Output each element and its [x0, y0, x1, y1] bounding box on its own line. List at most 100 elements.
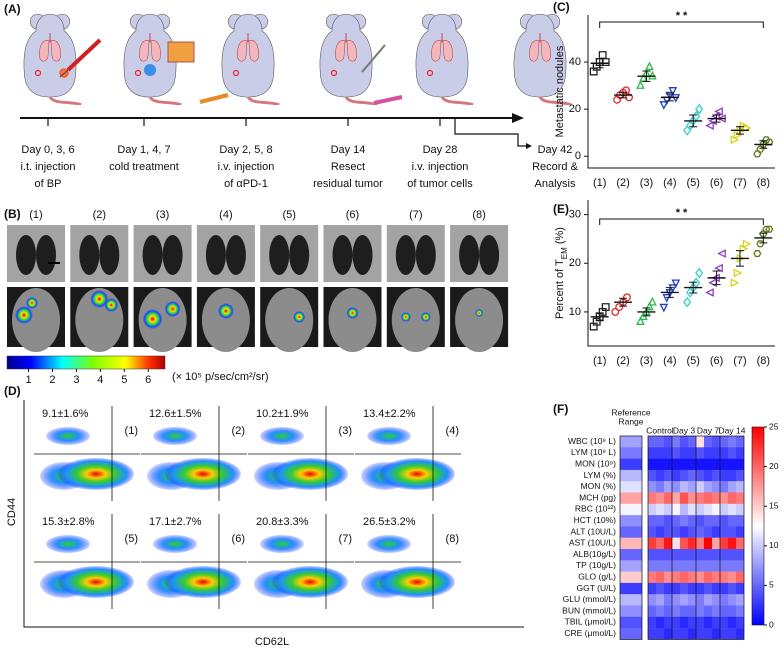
- heat-cell: [736, 526, 744, 538]
- data-point: [714, 107, 723, 116]
- panel-label: (C): [553, 0, 570, 14]
- heat-cell: [672, 594, 680, 606]
- tumor: [34, 69, 42, 77]
- density-upper: [153, 427, 197, 445]
- heat-cell: [680, 492, 688, 504]
- heat-cell: [688, 616, 696, 629]
- x-tick-label: (8): [757, 177, 770, 189]
- group-label: (8): [446, 533, 459, 545]
- heat-cell: [680, 594, 688, 606]
- heat-cell: [728, 458, 736, 471]
- heat-cell: [656, 436, 664, 448]
- heat-cell: [656, 605, 664, 617]
- y-axis-label-part: (%): [554, 227, 566, 247]
- sem-bar: [735, 126, 744, 135]
- heat-cell: [728, 537, 736, 550]
- panel-label: (D): [4, 384, 21, 398]
- bli-signal: [104, 298, 119, 312]
- data-point: [683, 124, 692, 136]
- heat-cell: [648, 515, 656, 527]
- heat-cell: [664, 628, 672, 640]
- heat-cell: [712, 549, 720, 561]
- heat-cell: [736, 515, 744, 527]
- bli-signal: [15, 306, 33, 324]
- heat-cell: [728, 492, 736, 504]
- percent-label: 9.1±1.6%: [42, 408, 89, 420]
- mouse-illustration: [318, 12, 379, 105]
- heat-cell: [696, 469, 704, 482]
- data-point: [765, 225, 774, 233]
- x-tick-label: (1): [593, 355, 606, 367]
- heat-cell: [688, 503, 696, 516]
- step-text: of αPD-1: [224, 178, 268, 190]
- lung: [459, 235, 480, 275]
- heat-cell: [736, 605, 744, 617]
- group-label: (4): [446, 425, 459, 437]
- heat-cell: [736, 481, 744, 493]
- colorbar-tick-label: 15: [769, 500, 779, 510]
- heat-cell: [664, 481, 672, 493]
- data-point: [659, 303, 669, 313]
- data-point: [756, 240, 765, 248]
- heat-cell: [736, 560, 744, 572]
- heat-cell: [656, 469, 664, 482]
- x-tick-label: (5): [686, 355, 699, 367]
- heat-cell: [648, 503, 656, 516]
- heat-cell: [664, 526, 672, 538]
- heat-cell: [720, 571, 728, 584]
- heat-cell: [620, 605, 642, 617]
- heat-cell: [728, 515, 736, 527]
- density-main: [58, 458, 134, 490]
- x-tick-label: (3): [640, 355, 653, 367]
- heat-cell: [680, 503, 688, 516]
- heat-cell: [704, 549, 712, 561]
- data-point: [717, 249, 726, 258]
- data-point: [636, 80, 645, 89]
- y-tick-label: 20: [569, 103, 581, 115]
- x-tick-label: (4): [663, 177, 676, 189]
- heat-cell: [620, 628, 642, 640]
- heat-cell: [704, 436, 712, 448]
- sem-bar: [619, 297, 628, 307]
- heat-cell: [664, 515, 672, 527]
- heat-cell: [688, 447, 696, 459]
- heat-cell: [664, 616, 672, 629]
- density-main: [379, 566, 455, 598]
- y-tick-label: 40: [569, 56, 581, 68]
- heat-cell: [648, 481, 656, 493]
- lung: [352, 235, 373, 275]
- heat-cell: [704, 503, 712, 516]
- heat-cell: [672, 526, 680, 538]
- heat-cell: [712, 492, 720, 504]
- data-point: [686, 120, 695, 131]
- tumor-cold: [144, 64, 156, 76]
- y-axis-label: Percent of TEM (%): [554, 227, 569, 319]
- timeline-arrow: [512, 113, 524, 123]
- heat-cell: [672, 605, 680, 617]
- heat-cell: [656, 571, 664, 584]
- heat-cell: [736, 628, 744, 640]
- heat-cell: [704, 447, 712, 459]
- heat-cell: [688, 582, 696, 595]
- colorbar-tick-label: 3: [73, 374, 79, 386]
- lung-photo: [133, 225, 192, 282]
- heat-cell: [656, 616, 664, 629]
- heat-cell: [696, 605, 704, 617]
- bli-signal: [400, 312, 411, 322]
- step-day: Day 0, 3, 6: [21, 144, 74, 156]
- heat-cell: [672, 537, 680, 550]
- data-point: [622, 86, 631, 95]
- heat-cell: [620, 436, 642, 448]
- step-text: Record &: [532, 161, 579, 173]
- lung: [162, 235, 183, 275]
- lung-photo: [7, 225, 65, 282]
- heat-cell: [664, 503, 672, 516]
- bli-signal: [293, 311, 306, 323]
- heat-cell: [704, 594, 712, 606]
- density-main: [165, 458, 241, 490]
- cold-device: [167, 41, 195, 63]
- group-label: (5): [125, 533, 138, 545]
- lung: [79, 235, 100, 275]
- flow-plot: [355, 406, 461, 501]
- sem-bar: [619, 91, 628, 99]
